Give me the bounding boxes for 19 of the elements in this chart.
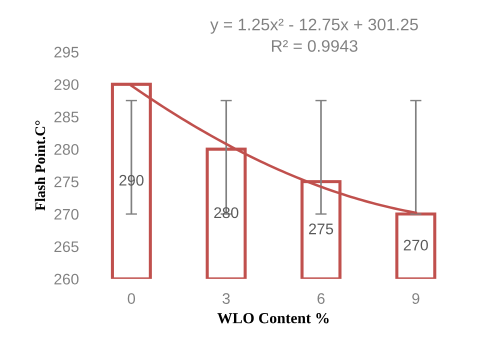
x-axis-title: WLO Content % [217, 313, 329, 324]
x-tick-label: 3 [222, 293, 230, 304]
data-label: 270 [404, 240, 428, 251]
y-tick-label: 260 [54, 274, 79, 285]
data-label: 280 [214, 207, 238, 218]
x-tick-label: 0 [128, 293, 136, 304]
y-tick-label: 270 [54, 208, 79, 220]
y-tick-label: 290 [54, 79, 79, 90]
y-tick-label: 275 [54, 176, 78, 188]
data-label: 275 [309, 224, 334, 234]
y-tick-label: 265 [54, 241, 78, 252]
y-tick-label: 280 [54, 144, 79, 155]
y-tick-label: 285 [54, 112, 78, 122]
x-tick-label: 6 [318, 293, 325, 304]
y-axis-title: Flash Point.C° [34, 120, 46, 211]
text: R² = 0.9943 [272, 40, 358, 52]
y-tick-label: 295 [54, 46, 78, 58]
x-tick-label: 9 [412, 293, 420, 304]
text: y = 1.25x² - 12.75x + 301.25 [210, 18, 418, 34]
